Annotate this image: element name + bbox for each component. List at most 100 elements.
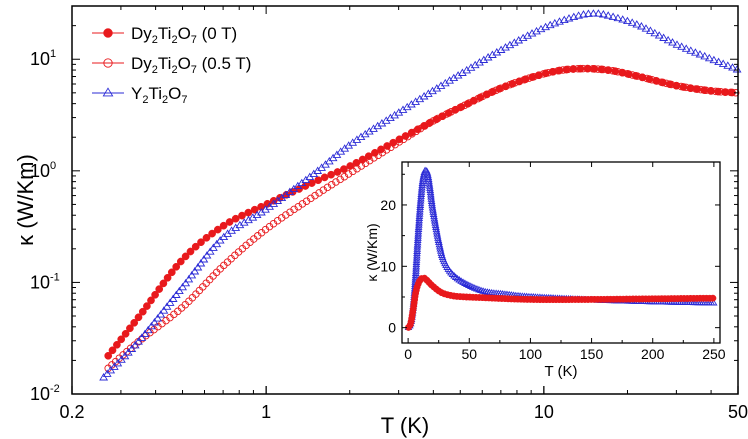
- data-point: [187, 271, 197, 279]
- data-point: [488, 50, 497, 58]
- data-point: [196, 259, 206, 267]
- data-point: [594, 9, 603, 17]
- data-point: [481, 287, 490, 295]
- legend-label-part: 2: [152, 34, 158, 46]
- data-point: [123, 348, 133, 356]
- data-point: [456, 103, 464, 112]
- data-point: [514, 36, 524, 44]
- data-point: [638, 73, 646, 82]
- data-point: [702, 86, 710, 95]
- main-plot-marks: [99, 9, 742, 381]
- data-point: [681, 44, 691, 52]
- series-3-markers: [99, 9, 742, 381]
- data-point: [108, 346, 117, 355]
- data-point: [603, 11, 613, 19]
- data-point: [159, 306, 169, 314]
- data-point: [370, 154, 378, 162]
- legend-label-part: 2: [142, 94, 148, 106]
- data-point: [231, 214, 240, 223]
- data-point: [539, 70, 548, 78]
- data-point: [130, 318, 139, 327]
- main-y-tick-label: 10: [30, 161, 50, 181]
- data-point: [165, 298, 175, 306]
- data-point: [244, 208, 253, 217]
- data-point: [155, 285, 164, 293]
- main-plot-frame: [71, 5, 739, 395]
- data-point: [544, 68, 553, 77]
- data-point: [167, 268, 176, 277]
- data-point: [134, 337, 143, 345]
- legend-label-part: (0 T): [197, 24, 237, 43]
- data-point: [172, 262, 181, 271]
- data-point: [709, 55, 719, 64]
- data-point: [604, 66, 612, 74]
- legend-label-part: 7: [191, 34, 197, 46]
- data-point: [474, 94, 482, 103]
- data-point: [327, 170, 335, 179]
- data-point: [418, 181, 427, 189]
- data-point: [479, 287, 487, 294]
- data-point: [483, 53, 493, 61]
- data-point: [618, 15, 628, 23]
- data-point: [140, 329, 150, 338]
- data-point: [416, 124, 425, 133]
- data-point: [458, 68, 467, 76]
- inset-series-markers: [405, 274, 717, 331]
- data-point: [530, 72, 538, 81]
- data-point: [332, 178, 340, 186]
- data-point: [147, 321, 156, 330]
- legend-label-part: 2: [152, 64, 158, 76]
- inset-y-tick-label: 10: [380, 258, 396, 274]
- data-point: [515, 77, 524, 86]
- data-point: [202, 251, 212, 259]
- data-point: [511, 79, 519, 87]
- data-point: [225, 218, 234, 226]
- data-point: [340, 165, 348, 173]
- data-point: [238, 211, 246, 220]
- data-point: [314, 176, 323, 185]
- data-point: [327, 180, 336, 189]
- data-point: [574, 11, 583, 19]
- data-point: [138, 307, 147, 316]
- data-point: [695, 50, 705, 58]
- data-point: [248, 213, 258, 221]
- legend-label-part: 2: [171, 34, 177, 46]
- data-point: [143, 325, 153, 334]
- data-point: [501, 82, 510, 91]
- legend-label: Y2Ti2O7: [131, 84, 187, 106]
- data-point: [445, 76, 454, 84]
- data-point: [134, 313, 143, 322]
- data-point: [213, 225, 222, 234]
- data-point: [723, 61, 733, 69]
- data-point: [574, 64, 582, 73]
- data-point: [465, 99, 473, 107]
- inset-x-tick-label: 50: [461, 346, 477, 362]
- data-point: [191, 242, 200, 251]
- legend-label-part: Ti: [148, 84, 162, 103]
- main-x-axis-label: T (K): [381, 413, 429, 438]
- data-point: [501, 43, 510, 51]
- data-point: [176, 257, 185, 266]
- legend-label-part: O: [178, 54, 191, 73]
- data-point: [667, 80, 676, 89]
- data-point: [340, 172, 349, 181]
- data-point: [584, 9, 593, 17]
- data-point: [618, 68, 627, 77]
- data-point: [569, 65, 577, 73]
- legend-marker: [103, 28, 113, 38]
- main-x-tick-label: 10: [534, 402, 554, 422]
- legend-label-part: Ti: [158, 24, 172, 43]
- data-point: [382, 146, 391, 154]
- data-point: [728, 63, 737, 71]
- inset-plot-marks: [404, 166, 718, 331]
- data-point: [319, 186, 328, 194]
- legend-label: Dy2Ti2O7 (0 T): [131, 24, 237, 46]
- data-point: [599, 65, 607, 74]
- data-point: [320, 173, 329, 182]
- data-point: [420, 122, 429, 130]
- data-point: [492, 86, 500, 94]
- data-point: [205, 247, 215, 255]
- data-point: [487, 88, 496, 96]
- data-point: [559, 66, 567, 74]
- data-point: [102, 369, 112, 377]
